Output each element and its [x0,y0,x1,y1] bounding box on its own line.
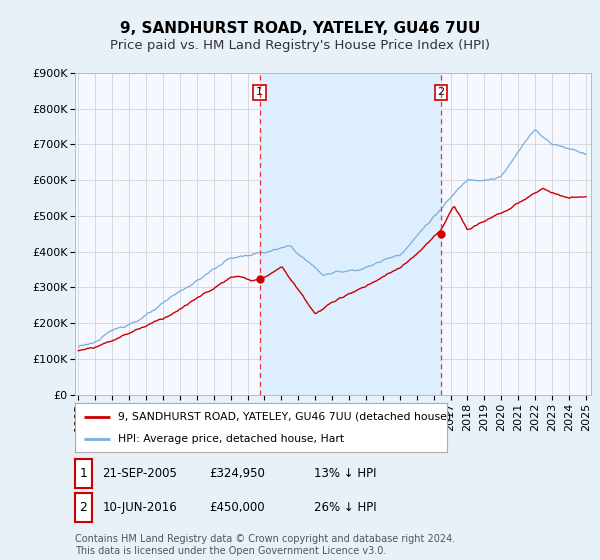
Text: 2: 2 [437,87,445,97]
Text: 9, SANDHURST ROAD, YATELEY, GU46 7UU: 9, SANDHURST ROAD, YATELEY, GU46 7UU [120,21,480,36]
Bar [260,73,441,395]
Text: 1: 1 [79,467,88,480]
Text: 21-SEP-2005: 21-SEP-2005 [103,467,178,480]
Text: £324,950: £324,950 [209,467,265,480]
Text: 9, SANDHURST ROAD, YATELEY, GU46 7UU (detached house): 9, SANDHURST ROAD, YATELEY, GU46 7UU (de… [118,412,451,422]
Text: 13% ↓ HPI: 13% ↓ HPI [314,467,376,480]
Text: Contains HM Land Registry data © Crown copyright and database right 2024.
This d: Contains HM Land Registry data © Crown c… [75,534,455,556]
Text: 2: 2 [79,501,88,514]
Text: £450,000: £450,000 [209,501,265,514]
Text: 26% ↓ HPI: 26% ↓ HPI [314,501,376,514]
Text: Price paid vs. HM Land Registry's House Price Index (HPI): Price paid vs. HM Land Registry's House … [110,39,490,52]
Text: 1: 1 [256,87,263,97]
Text: 10-JUN-2016: 10-JUN-2016 [103,501,178,514]
Text: HPI: Average price, detached house, Hart: HPI: Average price, detached house, Hart [118,434,344,444]
